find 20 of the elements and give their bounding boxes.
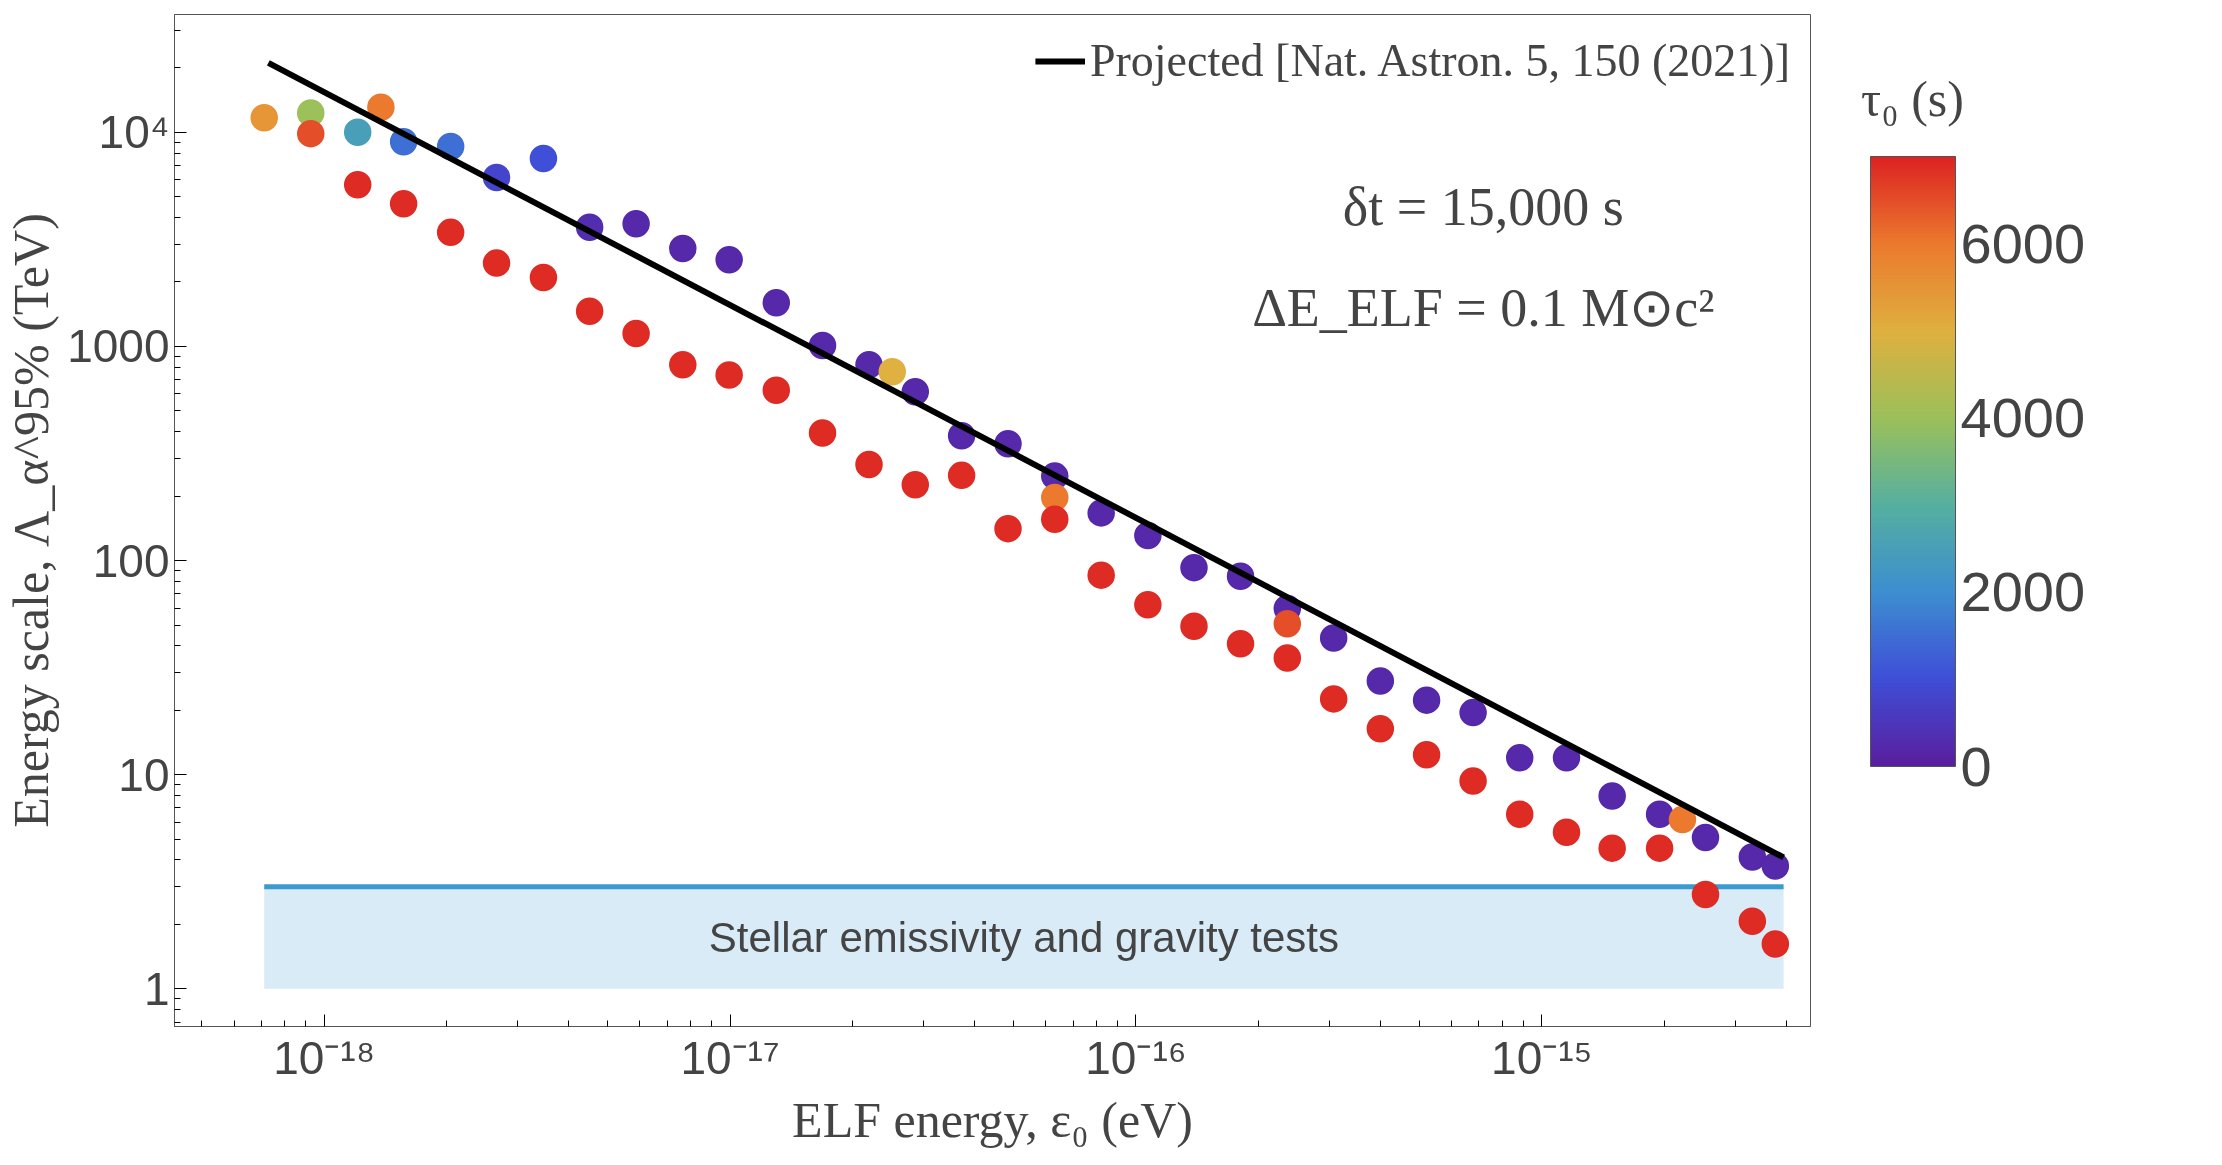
y-tick-label: 10⁴ (98, 106, 170, 159)
y-tick-label: 1000 (67, 320, 170, 373)
color-bar-label: 6000 (1960, 211, 2086, 275)
annotation: δt = 15,000 s (1342, 177, 1624, 238)
y-tick-label: 10 (118, 748, 170, 801)
color-bar-label: 2000 (1960, 560, 2086, 624)
y-tick-label: 1 (143, 962, 170, 1015)
color-bar-label: 4000 (1960, 385, 2086, 449)
y-tick-label: 100 (92, 534, 170, 587)
x-tick-label: 10⁻¹⁷ (680, 1031, 780, 1084)
x-tick-label: 10⁻¹⁶ (1085, 1031, 1187, 1084)
color-bar-title: τ₀ (s) (1861, 70, 1964, 127)
annotation: ΔE_ELF = 0.1 M⊙c² (1252, 278, 1715, 339)
y-axis-title: Energy scale, Λ_α^95% (TeV) (3, 213, 60, 828)
x-tick-label: 10⁻¹⁸ (273, 1031, 376, 1084)
band-label: Stellar emissivity and gravity tests (708, 914, 1340, 962)
legend-label: Projected [Nat. Astron. 5, 150 (2021)] (1089, 34, 1790, 87)
color-bar-label: 0 (1960, 734, 1992, 798)
x-axis-title: ELF energy, ε₀ (eV) (792, 1091, 1193, 1148)
x-tick-label: 10⁻¹⁵ (1491, 1031, 1593, 1084)
